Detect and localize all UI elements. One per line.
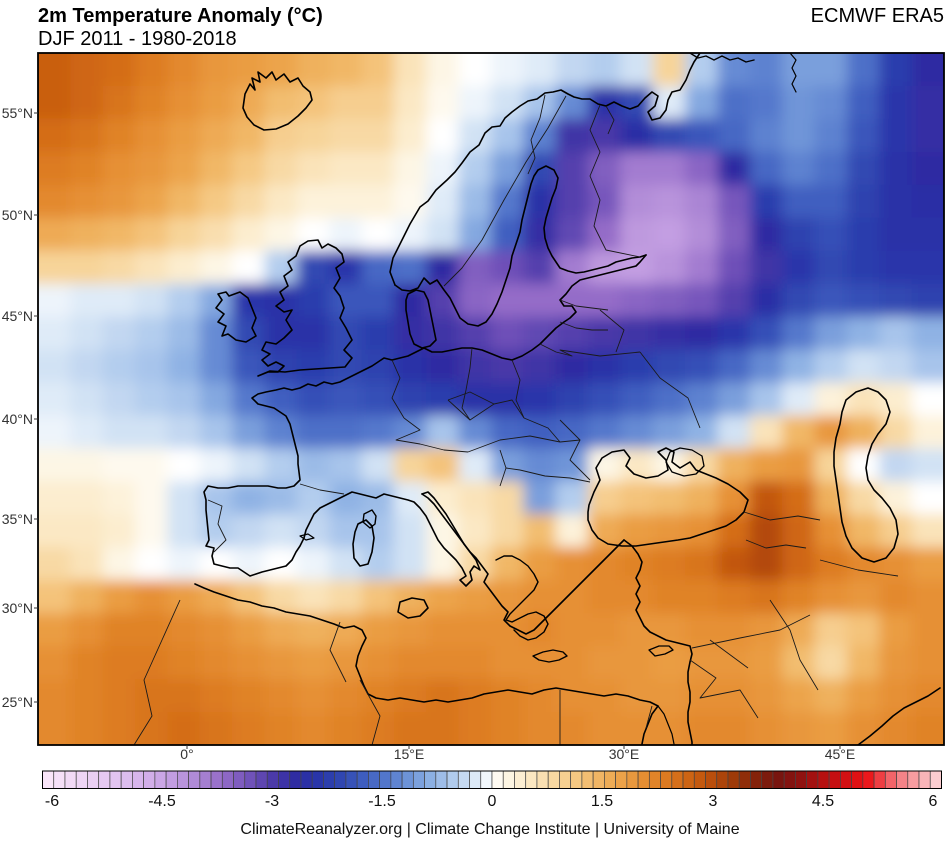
svg-text:45°N: 45°N: [2, 308, 33, 324]
svg-text:ECMWF ERA5: ECMWF ERA5: [811, 5, 944, 27]
svg-text:DJF 2011 - 1980-2018: DJF 2011 - 1980-2018: [38, 28, 237, 50]
svg-text:35°N: 35°N: [2, 511, 33, 527]
svg-text:55°N: 55°N: [2, 105, 33, 121]
svg-text:6: 6: [929, 793, 938, 810]
svg-text:3: 3: [709, 793, 718, 810]
svg-text:15°E: 15°E: [394, 746, 425, 762]
svg-text:ClimateReanalyzer.org | Climat: ClimateReanalyzer.org | Climate Change I…: [240, 821, 739, 838]
svg-text:1.5: 1.5: [591, 793, 613, 810]
svg-text:2m Temperature Anomaly (°C): 2m Temperature Anomaly (°C): [38, 5, 323, 27]
svg-text:4.5: 4.5: [812, 793, 834, 810]
svg-text:30°E: 30°E: [609, 746, 640, 762]
svg-text:-1.5: -1.5: [368, 793, 396, 810]
svg-text:-4.5: -4.5: [148, 793, 176, 810]
svg-text:45°E: 45°E: [825, 746, 856, 762]
svg-text:0°: 0°: [180, 746, 193, 762]
svg-text:25°N: 25°N: [2, 694, 33, 710]
svg-text:50°N: 50°N: [2, 207, 33, 223]
svg-text:-6: -6: [45, 793, 59, 810]
svg-text:40°N: 40°N: [2, 411, 33, 427]
svg-text:0: 0: [488, 793, 497, 810]
svg-text:-3: -3: [265, 793, 279, 810]
svg-text:30°N: 30°N: [2, 600, 33, 616]
